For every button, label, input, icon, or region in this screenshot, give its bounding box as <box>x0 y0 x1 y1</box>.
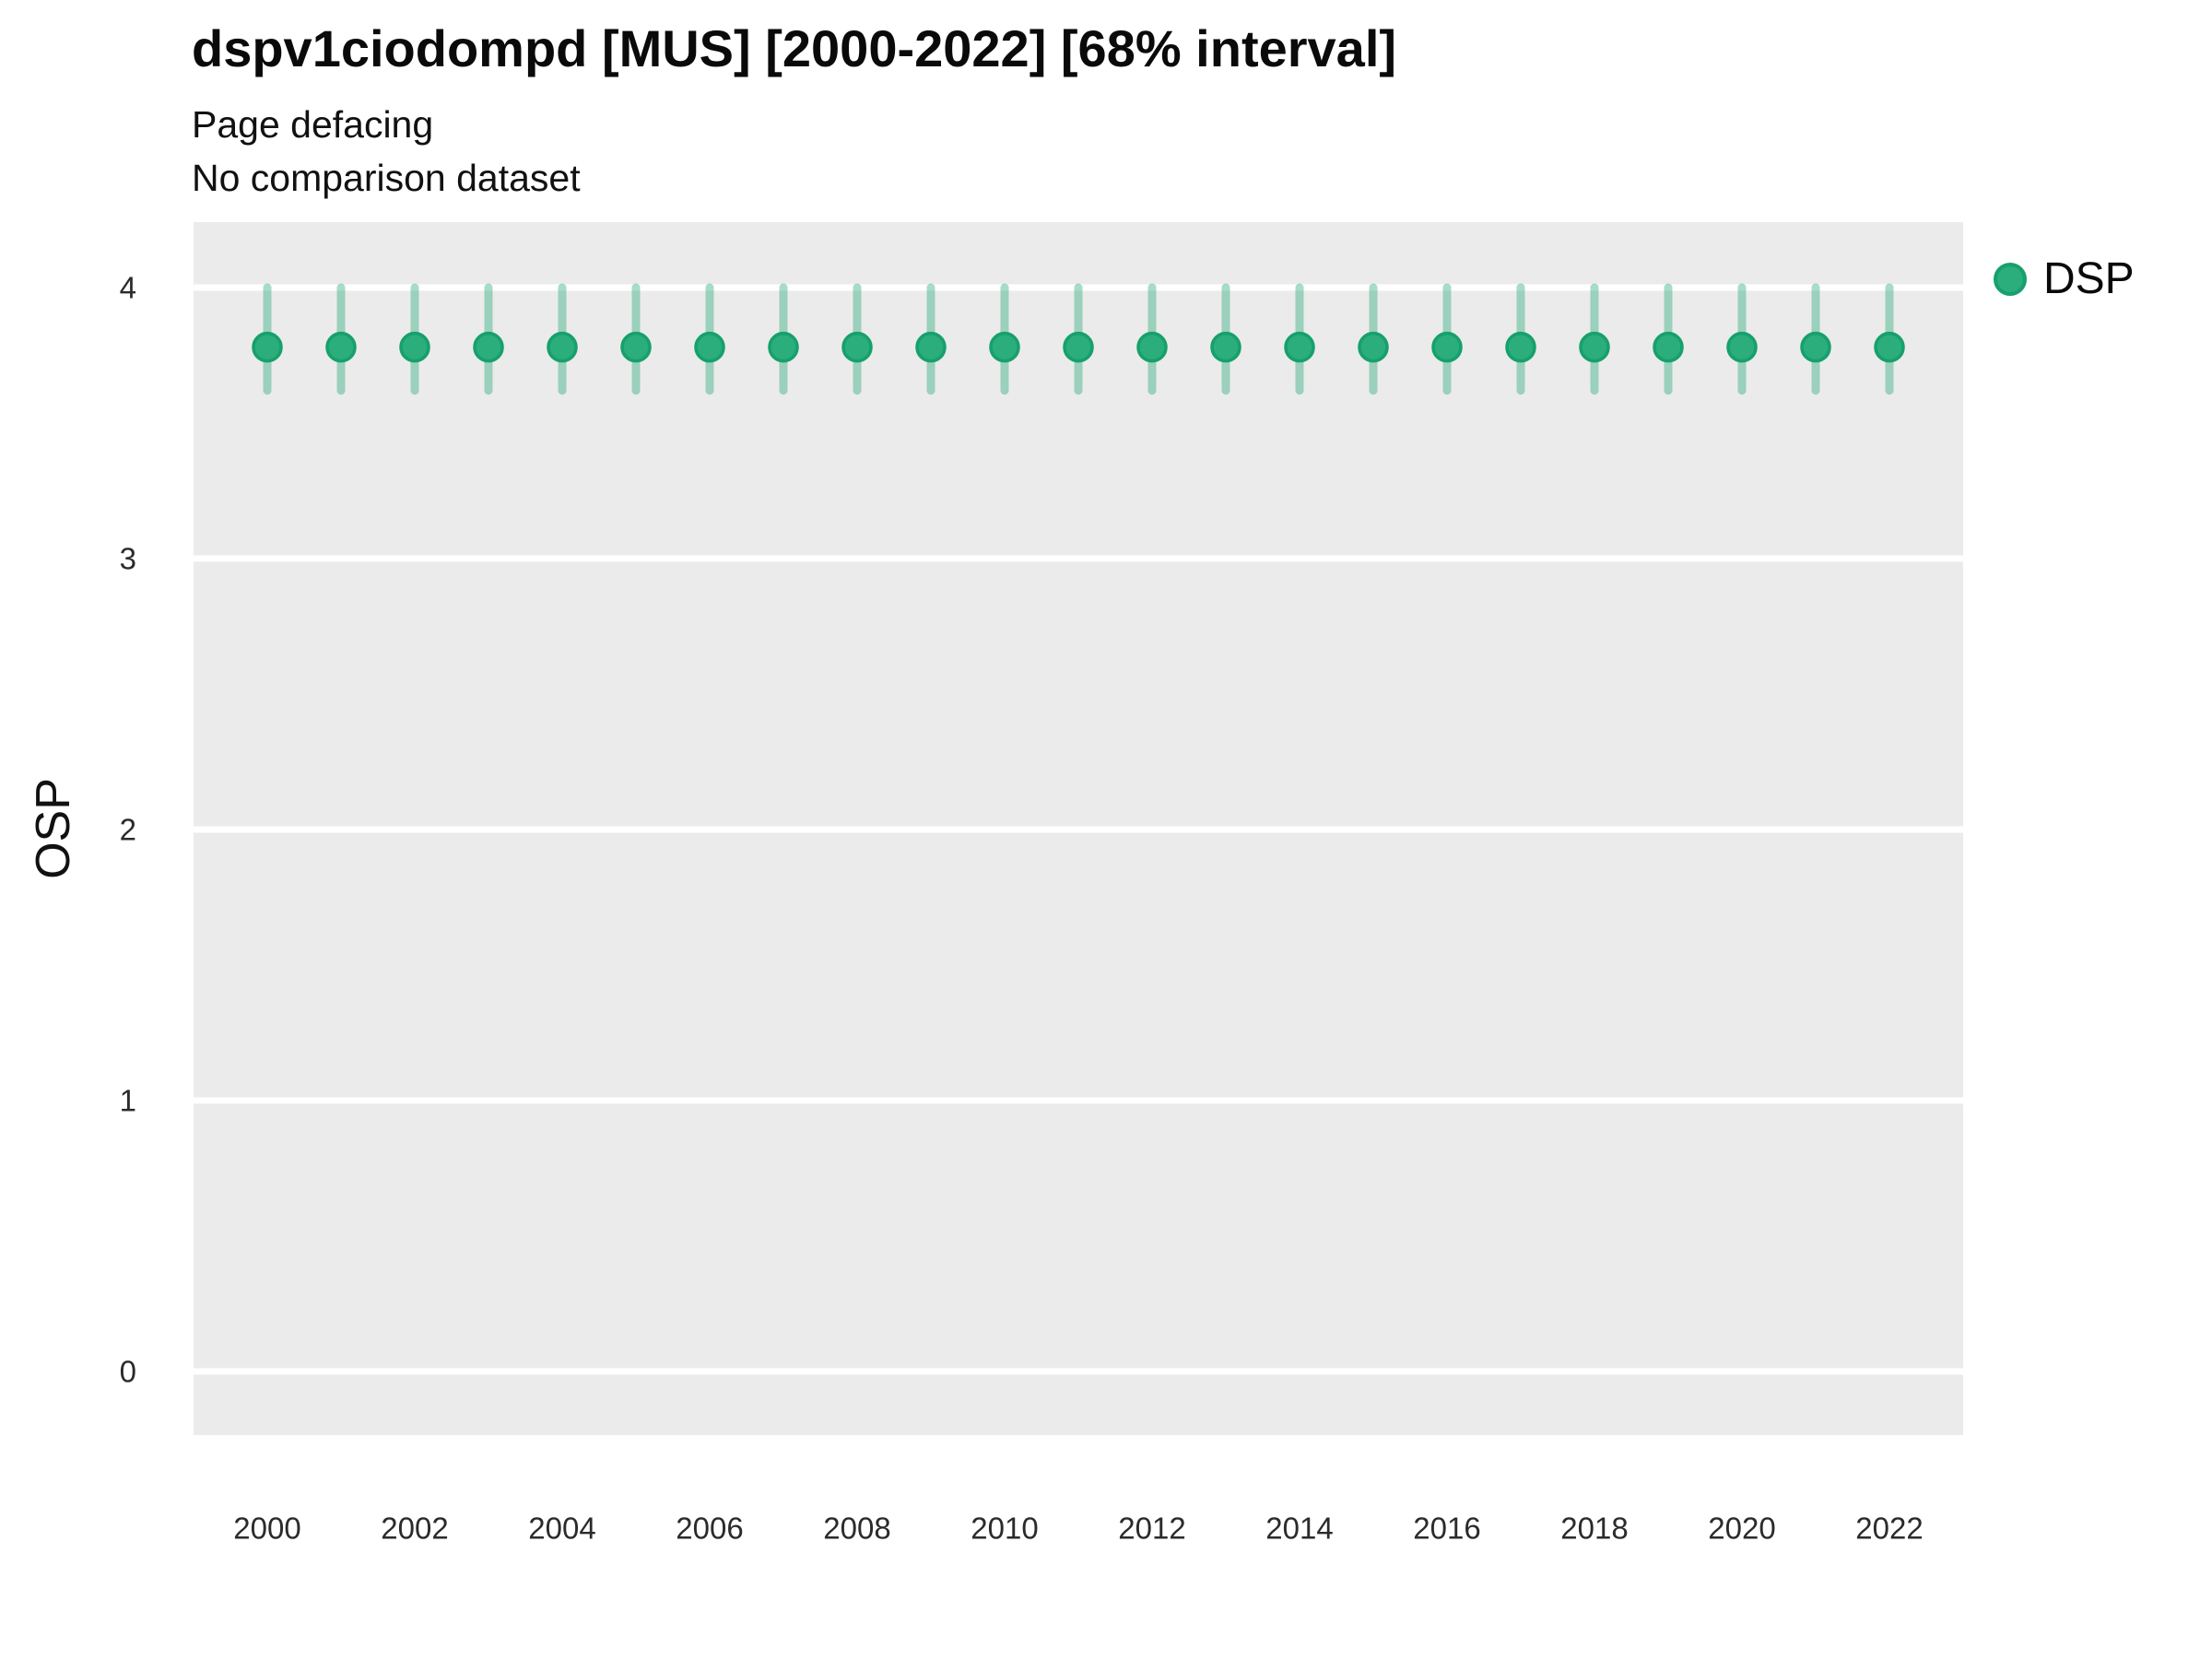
x-tick-label: 2012 <box>1118 1512 1185 1546</box>
data-point-2018 <box>1579 331 1610 363</box>
x-tick-label: 2014 <box>1265 1512 1333 1546</box>
chart-title: dspv1ciodompd [MUS] [2000-2022] [68% int… <box>192 19 1397 77</box>
x-tick-label: 2022 <box>1855 1512 1923 1546</box>
y-tick-label: 0 <box>120 1355 136 1389</box>
data-point-2016 <box>1431 331 1463 363</box>
data-point-2019 <box>1653 331 1684 363</box>
legend-label-dsp: DSP <box>2043 254 2135 303</box>
data-point-2021 <box>1800 331 1831 363</box>
y-axis-title: OSP <box>27 778 80 879</box>
data-point-2010 <box>989 331 1020 363</box>
y-tick-label: 3 <box>120 542 136 576</box>
data-point-2002 <box>399 331 430 363</box>
data-point-2011 <box>1063 331 1094 363</box>
x-tick-label: 2020 <box>1708 1512 1775 1546</box>
data-point-2022 <box>1874 331 1905 363</box>
legend-circle-icon <box>1994 262 2027 296</box>
data-point-2012 <box>1136 331 1168 363</box>
data-point-2001 <box>325 331 357 363</box>
data-point-2015 <box>1358 331 1389 363</box>
x-tick-label: 2016 <box>1413 1512 1480 1546</box>
y-tick-label: 2 <box>120 813 136 847</box>
chart-subtitle-line2: No comparison dataset <box>192 157 581 199</box>
data-point-2020 <box>1726 331 1758 363</box>
data-point-2000 <box>252 331 283 363</box>
x-tick-label: 2010 <box>971 1512 1038 1546</box>
data-point-2013 <box>1210 331 1241 363</box>
data-point-2017 <box>1505 331 1536 363</box>
x-tick-label: 2000 <box>233 1512 300 1546</box>
legend: DSP <box>1994 253 2135 304</box>
data-point-2003 <box>473 331 504 363</box>
x-tick-label: 2006 <box>676 1512 743 1546</box>
chart-subtitle-line1: Page defacing <box>192 103 434 146</box>
data-point-2014 <box>1284 331 1315 363</box>
y-tick-label: 4 <box>120 271 136 305</box>
data-point-2004 <box>547 331 578 363</box>
x-tick-label: 2002 <box>381 1512 448 1546</box>
x-tick-label: 2008 <box>823 1512 890 1546</box>
y-tick-label: 1 <box>120 1084 136 1118</box>
x-tick-label: 2018 <box>1560 1512 1628 1546</box>
data-point-2005 <box>620 331 652 363</box>
data-point-2009 <box>915 331 947 363</box>
data-point-2007 <box>768 331 799 363</box>
data-point-2008 <box>841 331 873 363</box>
data-point-2006 <box>694 331 725 363</box>
x-tick-label: 2004 <box>528 1512 595 1546</box>
